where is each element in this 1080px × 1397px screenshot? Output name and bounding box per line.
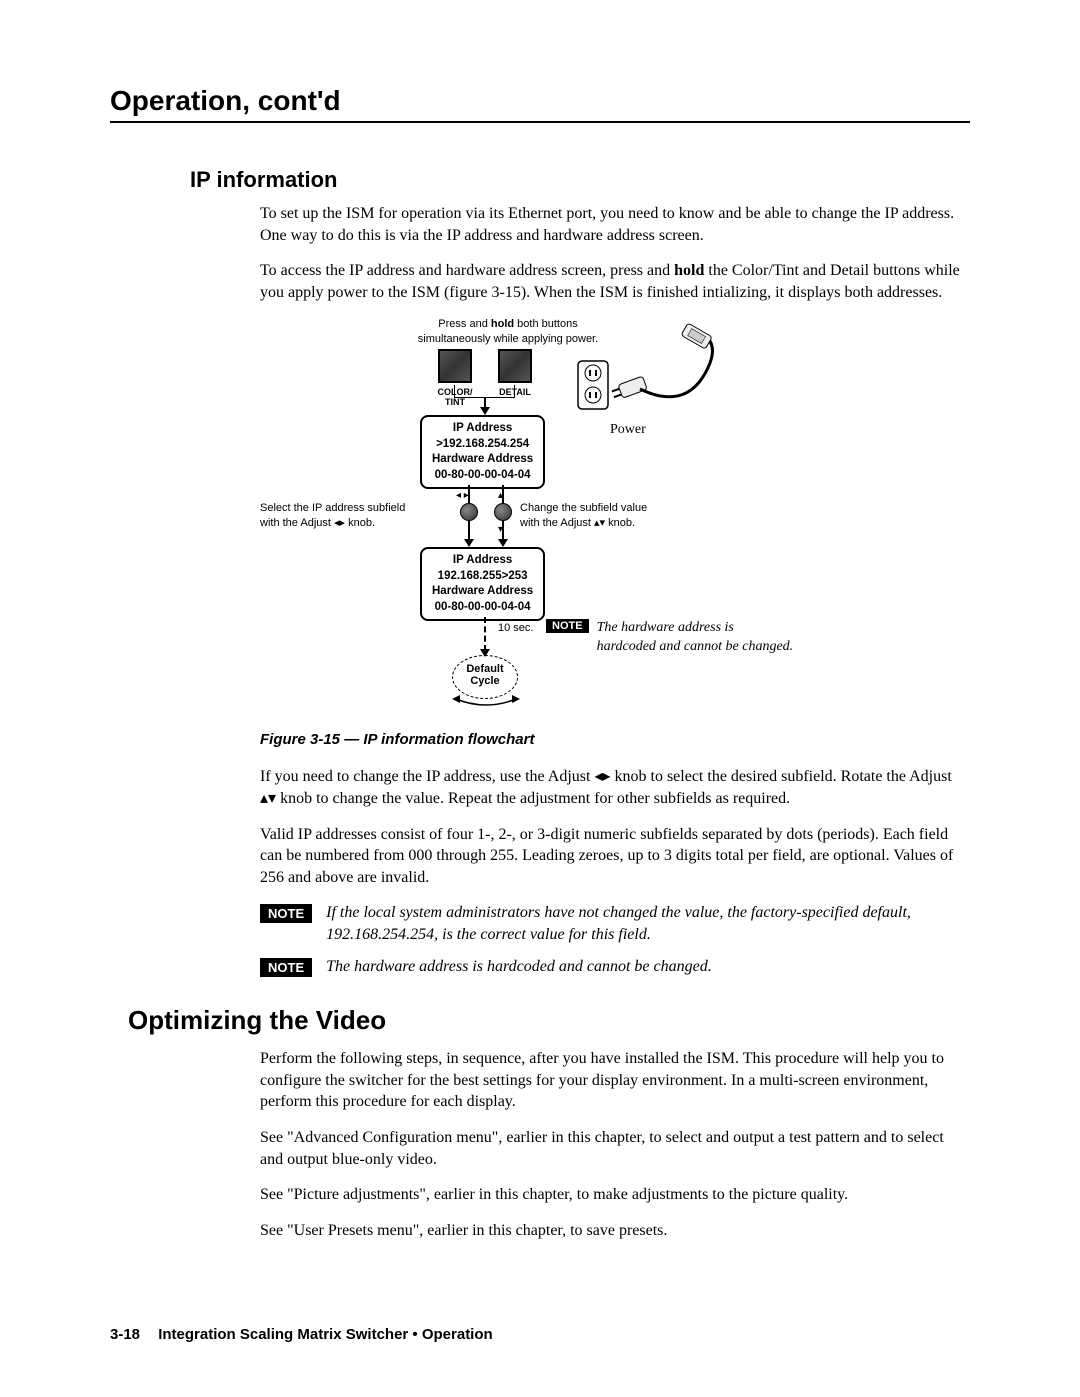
text: both buttons [514, 318, 578, 330]
optimize-p4: See "User Presets menu", earlier in this… [260, 1220, 960, 1242]
optimizing-video-heading: Optimizing the Video [128, 1005, 970, 1036]
cycle-arrows-icon [446, 693, 526, 711]
text: with the Adjust ◂▸ knob. [260, 517, 375, 529]
footer-title: Integration Scaling Matrix Switcher • Op… [158, 1326, 492, 1343]
screen2-l4: 00-80-00-00-04-04 [435, 601, 531, 613]
figure-caption: Figure 3-15 — IP information flowchart [260, 731, 970, 748]
page-footer: 3-18 Integration Scaling Matrix Switcher… [110, 1326, 493, 1343]
ip-flowchart-figure: Press and hold both buttons simultaneous… [260, 317, 960, 717]
screen2-l3: Hardware Address [432, 585, 533, 597]
screen2-l2: 192.168.255>253 [438, 570, 528, 582]
optimize-p2: See "Advanced Configuration menu", earli… [260, 1127, 960, 1170]
ip-info-para1: To set up the ISM for operation via its … [260, 203, 960, 246]
right-knob-hint: Change the subfield value with the Adjus… [520, 501, 690, 530]
bold-hold: hold [491, 318, 514, 330]
text: To access the IP address and hardware ad… [260, 262, 674, 279]
ip-info-para2: To access the IP address and hardware ad… [260, 260, 960, 303]
note-row-1: NOTE If the local system administrators … [260, 902, 960, 945]
lcd-screen-1: IP Address >192.168.254.254 Hardware Add… [420, 415, 545, 489]
text: Select the IP address subfield [260, 502, 405, 514]
page-number: 3-18 [110, 1326, 140, 1343]
detail-label: DETAIL [494, 387, 536, 397]
screen1-l2: >192.168.254.254 [436, 438, 529, 450]
optimize-p1: Perform the following steps, in sequence… [260, 1048, 960, 1113]
inline-note-text: The hardware address is hardcoded and ca… [597, 619, 797, 655]
power-cable-graphic [570, 323, 730, 433]
ip-information-heading: IP information [190, 167, 970, 193]
detail-button-graphic [498, 349, 532, 383]
note-badge: NOTE [260, 958, 312, 977]
screen1-l4: 00-80-00-00-04-04 [435, 469, 531, 481]
page-content: Operation, cont'd IP information To set … [110, 85, 970, 1255]
lcd-screen-2: IP Address 192.168.255>253 Hardware Addr… [420, 547, 545, 621]
left-knob-hint: Select the IP address subfield with the … [260, 501, 430, 530]
text: Change the subfield value [520, 502, 647, 514]
note-text: If the local system administrators have … [326, 902, 960, 945]
default-cycle-label: DefaultCycle [456, 663, 514, 687]
note-row-2: NOTE The hardware address is hardcoded a… [260, 956, 960, 978]
note-text: The hardware address is hardcoded and ca… [326, 956, 712, 978]
adjust-vertical-knob-icon [494, 503, 512, 521]
screen1-l3: Hardware Address [432, 453, 533, 465]
color-tint-button-graphic [438, 349, 472, 383]
after-fig-para2: Valid IP addresses consist of four 1-, 2… [260, 824, 960, 889]
note-badge: NOTE [260, 904, 312, 923]
text: with the Adjust ▴▾ knob. [520, 517, 635, 529]
screen2-l1: IP Address [453, 554, 512, 566]
bold-hold: hold [674, 262, 704, 279]
power-label: Power [610, 421, 646, 439]
optimize-p3: See "Picture adjustments", earlier in th… [260, 1184, 960, 1206]
ten-sec-label: 10 sec. [498, 621, 533, 635]
after-fig-para1: If you need to change the IP address, us… [260, 766, 960, 809]
note-badge: NOTE [546, 619, 589, 633]
screen1-l1: IP Address [453, 422, 512, 434]
chapter-title: Operation, cont'd [110, 85, 970, 123]
text: Press and [438, 318, 491, 330]
adjust-horizontal-knob-icon [460, 503, 478, 521]
